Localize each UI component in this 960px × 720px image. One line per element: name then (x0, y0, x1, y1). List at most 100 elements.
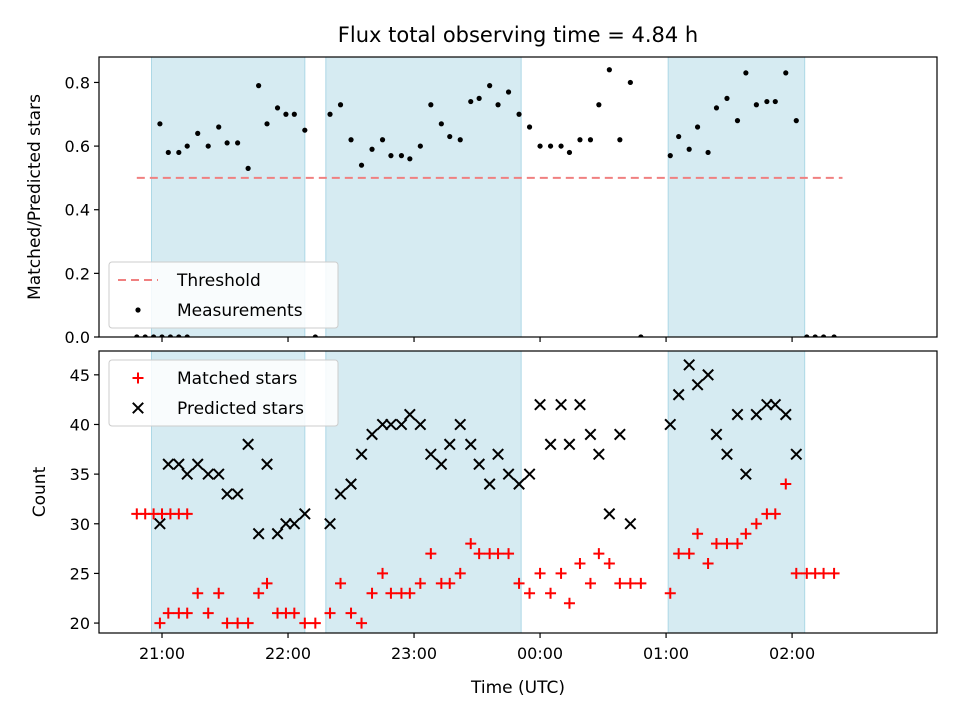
data-point (694, 124, 701, 130)
data-point (358, 162, 365, 168)
data-point (312, 334, 318, 337)
data-point (221, 488, 234, 500)
data-point (731, 538, 743, 550)
chart-title: Flux total observing time = 4.84 h (338, 23, 698, 47)
data-point (256, 83, 262, 89)
data-point (224, 140, 230, 146)
count-panel: 20 25 30 35 40 45 21:00 22:00 23:00 00:00 01:00 02:… (70, 350, 938, 663)
data-point (804, 334, 810, 337)
data-point (377, 567, 389, 579)
data-point (710, 428, 723, 441)
data-point (291, 111, 297, 117)
data-point (667, 153, 673, 159)
data-point (435, 458, 448, 471)
data-point (750, 518, 762, 530)
data-point (713, 105, 720, 111)
data-point (702, 557, 714, 569)
data-point (555, 398, 567, 411)
y-tick-label: 0.6 (65, 137, 90, 156)
data-point (487, 83, 493, 89)
y-tick-label: 0.2 (65, 264, 90, 283)
data-point (574, 398, 586, 411)
data-point (202, 468, 215, 481)
legend-marker-swatch (132, 372, 144, 384)
data-point (388, 153, 394, 159)
x-tick-label: 22:00 (265, 644, 311, 663)
data-point (444, 577, 456, 589)
data-point (395, 418, 408, 431)
data-point (828, 567, 840, 579)
data-point (271, 527, 284, 540)
data-point (780, 478, 792, 490)
data-point (613, 428, 626, 441)
data-point (424, 448, 437, 461)
data-point (740, 528, 752, 540)
data-point (192, 587, 204, 599)
data-point (454, 418, 467, 431)
series-predicted-stars (153, 358, 803, 540)
data-point (624, 517, 637, 530)
data-point (769, 398, 782, 411)
data-point (724, 95, 730, 101)
data-point (261, 577, 273, 589)
data-point (334, 488, 347, 500)
y-tick-label: 0.8 (65, 73, 90, 92)
data-point (348, 137, 354, 143)
x-tick-label: 00:00 (517, 644, 563, 663)
data-point (288, 517, 301, 530)
data-point (403, 408, 416, 421)
data-point (181, 607, 193, 619)
data-point (221, 617, 233, 629)
data-point (524, 587, 536, 599)
data-point (327, 111, 333, 117)
data-point (790, 448, 803, 461)
data-point (324, 517, 336, 530)
data-point (181, 508, 193, 520)
legend-marker-swatch (135, 307, 141, 313)
x-tick-label: 23:00 (391, 644, 437, 663)
data-point (721, 448, 733, 461)
x-tick-label: 01:00 (643, 644, 689, 663)
data-point (385, 418, 397, 431)
data-point (176, 149, 182, 156)
data-point (673, 548, 685, 560)
data-point (438, 121, 444, 127)
data-point (298, 507, 311, 520)
top-panel-y-axis-label: Matched/Predicted stars (25, 94, 45, 300)
data-point (820, 334, 827, 337)
data-point (779, 408, 792, 421)
data-point (739, 468, 752, 481)
data-point (793, 118, 799, 124)
plot-frame (98, 350, 938, 634)
y-tick-label: 35 (70, 465, 90, 484)
data-point (593, 548, 605, 560)
data-point (345, 478, 357, 490)
y-tick-label: 0.0 (65, 328, 90, 347)
data-point (447, 133, 453, 140)
data-point (324, 607, 336, 619)
data-point (385, 587, 397, 599)
x-tick-label: 02:00 (769, 644, 815, 663)
legend-label: Matched stars (177, 369, 297, 389)
data-point (516, 111, 522, 117)
data-point (638, 334, 644, 337)
data-point (760, 398, 773, 411)
data-point (417, 143, 423, 149)
data-point (443, 438, 456, 451)
data-point (345, 607, 357, 619)
data-point (159, 334, 165, 337)
y-tick-label: 20 (70, 614, 90, 633)
data-point (172, 458, 185, 471)
y-tick-label: 30 (70, 515, 90, 534)
data-point (162, 458, 175, 471)
data-point (705, 149, 711, 156)
data-point (769, 508, 781, 520)
data-point (261, 458, 273, 471)
data-point (584, 577, 596, 589)
data-point (454, 567, 466, 579)
data-point (195, 130, 201, 136)
data-point (309, 617, 321, 629)
data-point (547, 143, 554, 149)
data-point (495, 102, 501, 108)
data-point (790, 567, 802, 579)
